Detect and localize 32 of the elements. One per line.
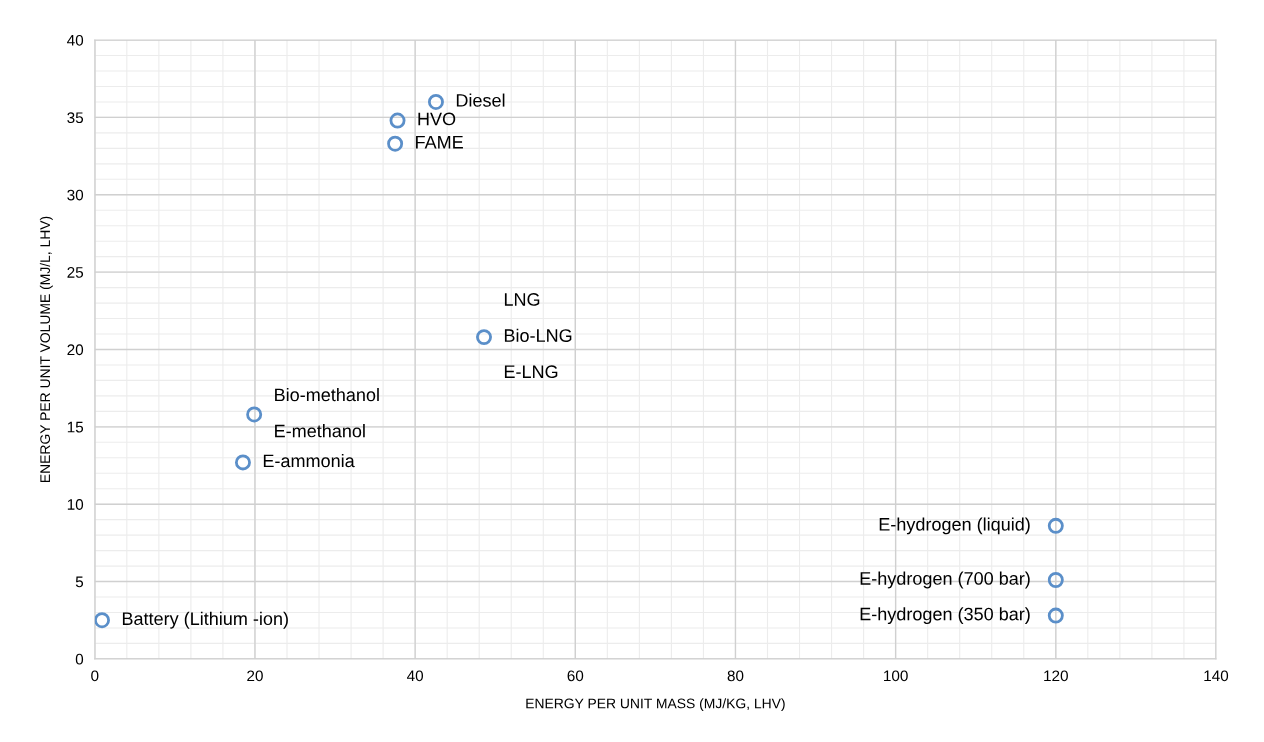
y-tick-label: 25	[67, 267, 84, 278]
annotation: E-ammonia	[263, 454, 355, 468]
annotation: E-hydrogen (350 bar)	[860, 607, 1030, 624]
y-tick-label: 0	[75, 653, 84, 665]
x-tick-label: 60	[567, 670, 584, 682]
x-axis-title: ENERGY PER UNIT MASS (MJ/KG, LHV)	[526, 698, 785, 712]
annotation: Diesel	[456, 93, 505, 107]
annotation: Bio-methanol	[275, 387, 379, 402]
annotation: FAME	[416, 135, 463, 149]
x-tick-label: 20	[247, 670, 263, 682]
y-tick-label: 35	[67, 112, 84, 124]
annotation: E-hydrogen (liquid)	[879, 517, 1030, 535]
annotation: E-methanol	[275, 424, 365, 438]
annotation: HVO	[418, 112, 456, 126]
annotation: E-hydrogen (700 bar)	[860, 571, 1030, 589]
annotation: LNG	[504, 293, 540, 306]
y-tick-label: 15	[67, 421, 84, 433]
annotation: Bio-LNG	[504, 328, 572, 342]
annotation: Battery (Lithium -ion)	[122, 611, 288, 629]
y-tick-label: 5	[75, 576, 84, 588]
x-tick-label: 40	[406, 670, 424, 682]
x-tick-label: 100	[884, 670, 908, 682]
y-tick-label: 20	[67, 344, 84, 356]
x-tick-label: 80	[727, 670, 744, 682]
annotation: E-LNG	[504, 365, 558, 379]
y-tick-label: 10	[67, 499, 84, 510]
x-tick-label: 120	[1044, 670, 1068, 682]
y-axis-title: ENERGY PER UNIT VOLUME (MJ/L, LHV)	[39, 216, 53, 482]
x-tick-label: 0	[91, 670, 99, 682]
y-tick-label: 40	[67, 34, 84, 46]
x-tick-label: 140	[1204, 670, 1229, 682]
y-tick-label: 30	[67, 189, 84, 201]
